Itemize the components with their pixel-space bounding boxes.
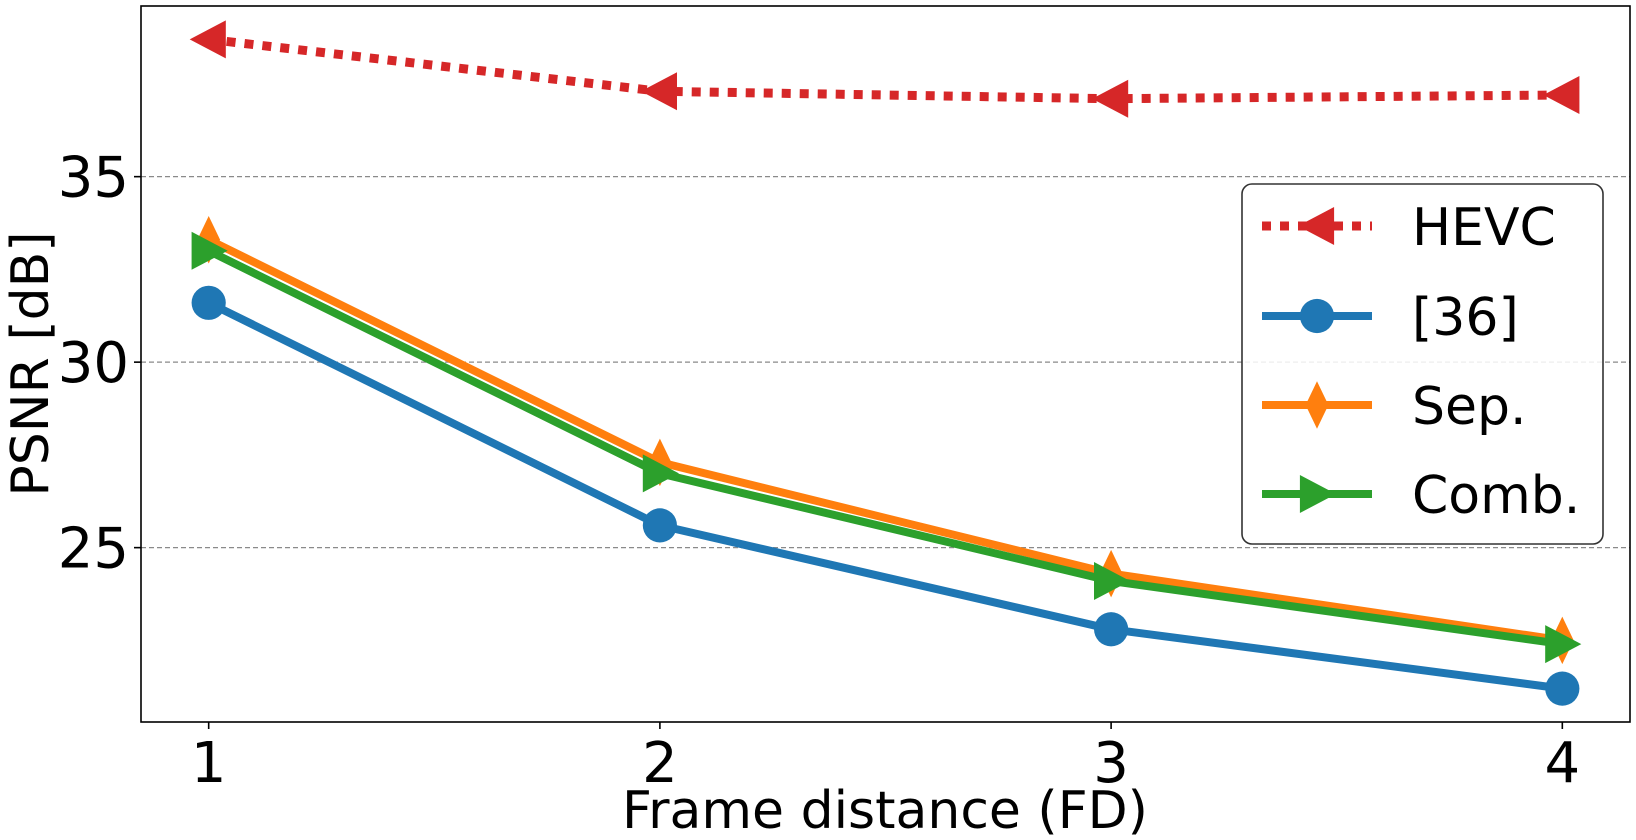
- data-point: [1545, 671, 1580, 706]
- legend: HEVC [36] Sep. Comb.: [1241, 183, 1604, 545]
- data-point: [189, 20, 226, 59]
- series-1: [191, 285, 1580, 706]
- x-tick-label: 4: [1544, 731, 1580, 796]
- series-layer: [189, 20, 1582, 706]
- data-point: [191, 285, 226, 320]
- data-point: [1092, 79, 1129, 118]
- legend-marker: [1299, 298, 1335, 334]
- legend-item-0: HEVC: [1262, 198, 1556, 258]
- y-axis-label: PSNR [dB]: [1, 231, 61, 496]
- series-line: [206, 299, 1563, 693]
- x-tick-label: 1: [191, 731, 227, 796]
- data-point: [1094, 612, 1129, 647]
- data-point: [642, 508, 677, 543]
- data-point: [191, 231, 228, 270]
- legend-label: Sep.: [1412, 377, 1527, 437]
- data-point: [642, 454, 679, 493]
- legend-item-3: Comb.: [1262, 466, 1580, 526]
- legend-frame: [1241, 183, 1604, 545]
- plot-frame: [140, 5, 1631, 723]
- data-point: [1545, 625, 1582, 664]
- series-line: [206, 247, 1563, 649]
- series-0: [189, 20, 1580, 118]
- series-line: [208, 34, 1563, 104]
- data-point: [197, 216, 221, 264]
- legend-label: [36]: [1412, 288, 1519, 348]
- legend-label: HEVC: [1412, 198, 1556, 258]
- y-tick-label: 25: [58, 517, 129, 582]
- data-point: [640, 72, 677, 111]
- data-point: [1543, 76, 1580, 114]
- data-point: [1094, 562, 1131, 600]
- x-axis-label: Frame distance (FD): [622, 781, 1148, 840]
- y-tick-label: 35: [58, 146, 129, 211]
- legend-label: Comb.: [1412, 466, 1580, 526]
- data-point: [648, 438, 672, 487]
- y-tick-label: 30: [58, 331, 129, 396]
- legend-item-1: [36]: [1262, 288, 1519, 348]
- legend-item-2: Sep.: [1262, 377, 1527, 437]
- x-tick-label: 2: [642, 731, 678, 796]
- x-tick-label: 3: [1093, 731, 1129, 796]
- axes-layer: 25 30 35 1 2 3 4: [58, 146, 1580, 796]
- series-line: [206, 236, 1563, 645]
- legend-marker: [1305, 381, 1329, 429]
- series-3: [191, 231, 1582, 664]
- legend-marker: [1298, 207, 1335, 245]
- legend-marker: [1299, 475, 1336, 513]
